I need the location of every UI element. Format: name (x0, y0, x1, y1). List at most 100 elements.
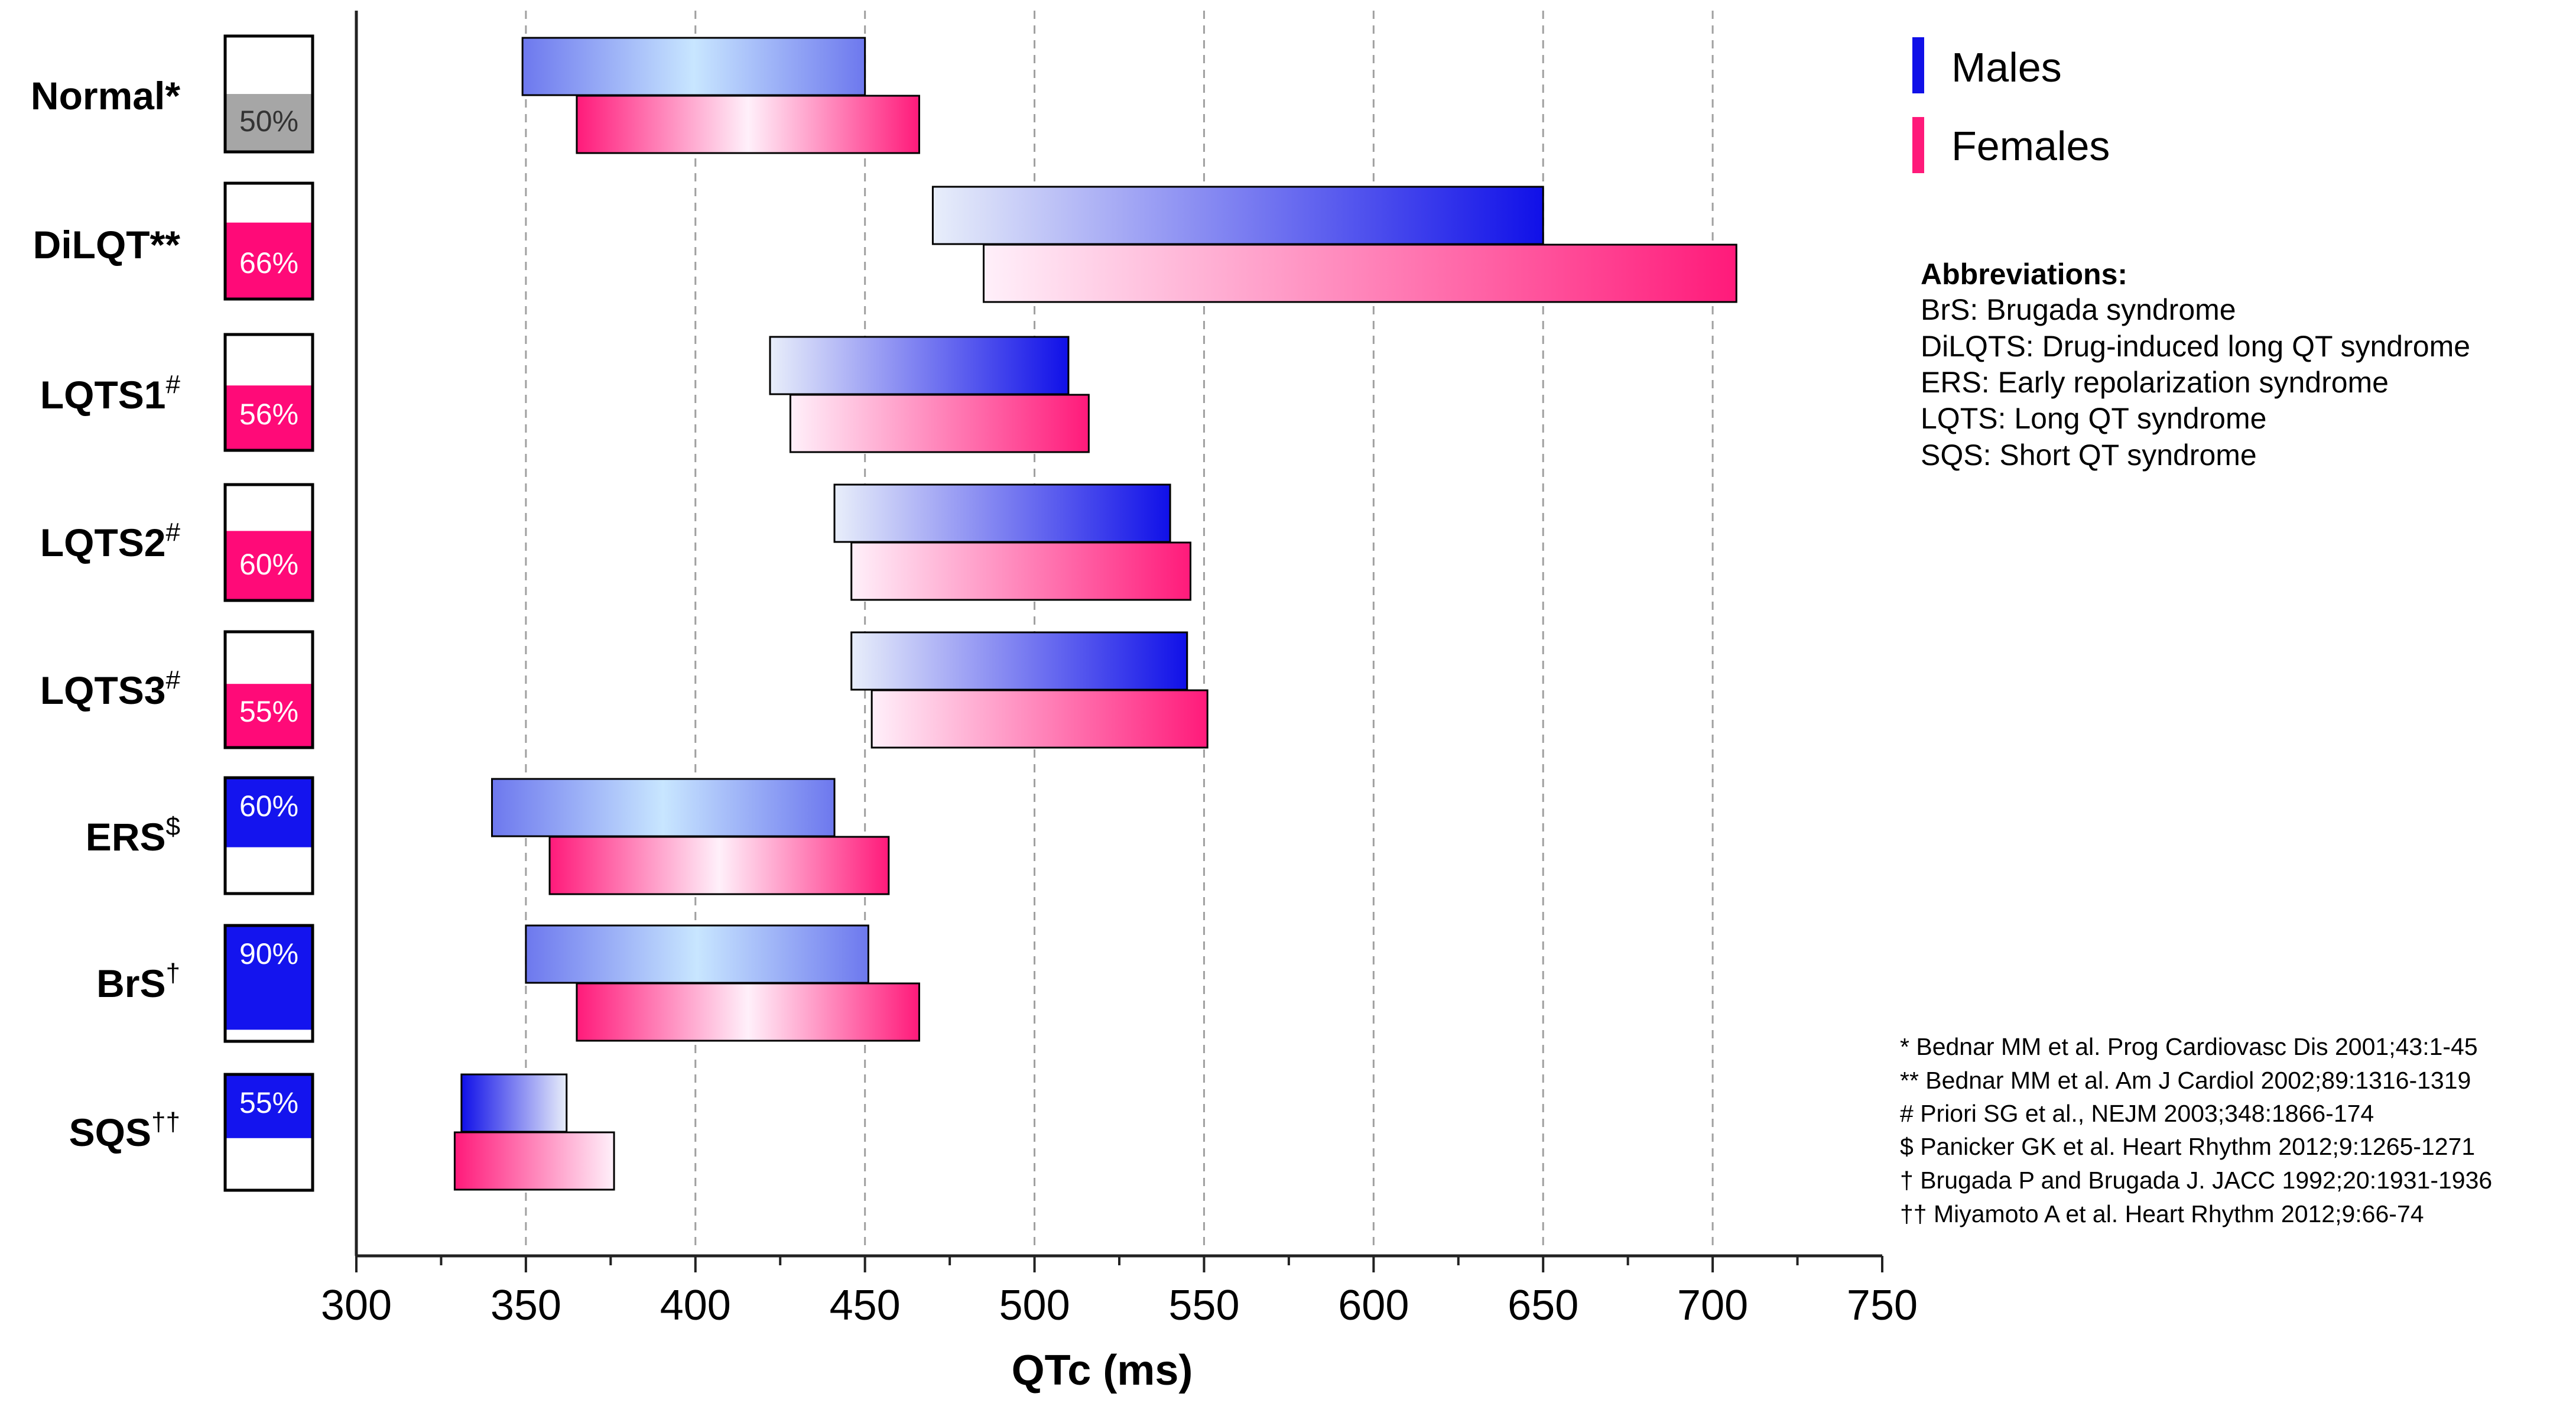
sex-ratio-box: 60% (223, 483, 314, 602)
female-range-bar (789, 394, 1090, 453)
category-label: Normal* (31, 74, 180, 118)
box-border (223, 924, 314, 1043)
category-label: DiLQT** (33, 223, 181, 267)
reference-item: # Priori SG et al., NEJM 2003;348:1866-1… (1900, 1100, 2374, 1127)
reference-item: * Bednar MM et al. Prog Cardiovasc Dis 2… (1900, 1033, 2478, 1060)
percent-label: 56% (239, 398, 298, 431)
category-label: LQTS1# (40, 370, 181, 417)
category-name: SQS (69, 1110, 151, 1154)
female-range-bar (870, 689, 1209, 749)
sex-ratio-box: 56% (223, 333, 314, 452)
legend: Males Females (1912, 37, 2110, 173)
category-label: ERS$ (86, 812, 180, 859)
male-range-bar (769, 336, 1070, 395)
percent-label: 50% (239, 105, 298, 138)
percent-label: 55% (239, 1086, 298, 1119)
female-range-bar (850, 541, 1191, 601)
box-border (223, 630, 314, 749)
male-range-bar (833, 483, 1171, 543)
x-tick-label: 700 (1677, 1282, 1748, 1329)
male-range-bar (521, 37, 866, 96)
sex-ratio-box: 50% (223, 34, 314, 154)
abbreviation-item: SQS: Short QT syndrome (1921, 439, 2257, 472)
box-fill (225, 385, 313, 450)
reference-item: †† Miyamoto A et al. Heart Rhythm 2012;9… (1900, 1200, 2424, 1227)
category-name: ERS (86, 815, 166, 859)
x-tick-label: 400 (660, 1282, 731, 1329)
male-range-bar (931, 186, 1544, 245)
box-border (223, 181, 314, 301)
reference-item: $ Panicker GK et al. Heart Rhythm 2012;9… (1900, 1133, 2475, 1160)
category-sup: ** (150, 223, 181, 267)
percent-label: 60% (239, 548, 298, 581)
percent-label: 90% (239, 937, 298, 970)
box-fill (225, 778, 313, 847)
category-name: LQTS1 (40, 373, 166, 417)
category-name: Normal (31, 74, 165, 118)
category-sup: # (166, 518, 181, 547)
abbreviation-item: LQTS: Long QT syndrome (1921, 402, 2266, 435)
x-tick-label: 350 (490, 1282, 561, 1329)
abbreviation-item: BrS: Brugada syndrome (1921, 293, 2236, 326)
category-sup: # (166, 370, 181, 399)
category-label: LQTS2# (40, 518, 181, 564)
x-axis-title: QTc (ms) (1012, 1347, 1193, 1394)
abbreviations-block: Abbreviations: BrS: Brugada syndrome DiL… (1921, 258, 2470, 472)
category-label: BrS† (96, 959, 180, 1005)
box-fill (225, 925, 313, 1030)
sex-ratio-box: 60% (223, 776, 314, 895)
x-tick-label: 650 (1508, 1282, 1578, 1329)
sex-ratio-box: 55% (223, 1073, 314, 1192)
abbreviation-item: ERS: Early repolarization syndrome (1921, 366, 2389, 399)
x-tick-label: 450 (830, 1282, 901, 1329)
male-range-bar (850, 631, 1188, 691)
range-bars (453, 37, 1737, 1191)
female-range-bar (576, 95, 920, 154)
legend-female-label: Females (1951, 123, 2110, 169)
box-border (223, 776, 314, 895)
x-tick-label: 750 (1847, 1282, 1918, 1329)
female-range-bar (576, 982, 920, 1042)
percent-label: 55% (239, 695, 298, 728)
category-label: SQS†† (69, 1108, 180, 1154)
category-label: LQTS3# (40, 665, 181, 712)
box-border (223, 34, 314, 154)
box-fill (225, 684, 313, 748)
box-border (223, 483, 314, 602)
references-block: * Bednar MM et al. Prog Cardiovasc Dis 2… (1900, 1033, 2492, 1227)
sex-ratio-box: 90% (223, 924, 314, 1043)
abbreviation-item: DiLQTS: Drug-induced long QT syndrome (1921, 330, 2470, 363)
x-tick-label: 300 (321, 1282, 392, 1329)
x-tick-label: 550 (1168, 1282, 1239, 1329)
x-tick-label: 600 (1338, 1282, 1409, 1329)
female-range-bar (453, 1131, 615, 1191)
legend-male-swatch (1912, 37, 1924, 93)
box-fill (225, 1074, 313, 1138)
box-fill (225, 222, 313, 299)
category-labels: Normal*DiLQT**LQTS1#LQTS2#LQTS3#ERS$BrS†… (31, 74, 181, 1154)
abbreviations-title: Abbreviations: (1921, 258, 2127, 291)
category-sup: †† (151, 1108, 180, 1136)
percent-label: 66% (239, 246, 298, 280)
category-sup: $ (166, 812, 180, 841)
sex-ratio-boxes: 50% 66% 56% 60% 55% 60% 90% 55% (223, 34, 314, 1192)
reference-item: ** Bednar MM et al. Am J Cardiol 2002;89… (1900, 1067, 2471, 1094)
male-range-bar (460, 1073, 568, 1133)
legend-male-label: Males (1951, 44, 2062, 90)
sex-ratio-box: 66% (223, 181, 314, 301)
sex-ratio-box: 55% (223, 630, 314, 749)
category-name: LQTS2 (40, 521, 166, 564)
x-tick-label: 500 (999, 1282, 1070, 1329)
category-sup: # (166, 665, 181, 694)
box-fill (225, 94, 313, 152)
female-range-bar (548, 836, 890, 895)
category-sup: * (165, 74, 180, 118)
category-name: DiLQT (33, 223, 150, 267)
box-fill (225, 531, 313, 600)
x-axis: 300 350 400 450 500 550 600 650 700 750 (321, 11, 1918, 1329)
reference-item: † Brugada P and Brugada J. JACC 1992;20:… (1900, 1167, 2492, 1194)
female-range-bar (982, 243, 1737, 303)
box-border (223, 333, 314, 452)
category-name: BrS (96, 962, 165, 1005)
category-sup: † (166, 959, 180, 988)
